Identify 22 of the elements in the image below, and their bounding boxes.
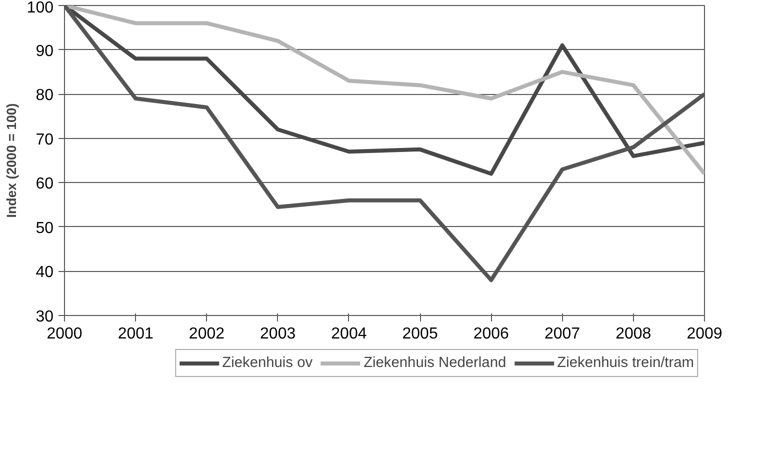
x-tick-label: 2006 <box>473 326 510 342</box>
x-tick-label: 2001 <box>118 326 154 342</box>
x-tick-label: 2009 <box>686 326 722 342</box>
x-tick-label: 2002 <box>188 326 225 342</box>
y-tick-label: 50 <box>36 220 54 237</box>
y-axis-title: Index (2000 = 100) <box>4 103 19 218</box>
x-tick-label: 2007 <box>544 326 580 342</box>
x-tick-label: 2000 <box>46 326 82 342</box>
x-tick-label: 2004 <box>331 326 367 342</box>
x-tick-label: 2003 <box>260 326 296 342</box>
y-tick-label: 60 <box>36 176 54 193</box>
x-tick-label: 2005 <box>402 326 438 342</box>
y-tick-label: 90 <box>36 42 54 60</box>
y-tick-label: 100 <box>26 0 54 16</box>
legend-label: Ziekenhuis Nederland <box>364 355 506 371</box>
y-tick-label: 70 <box>36 131 54 148</box>
y-tick-label: 80 <box>36 87 54 104</box>
x-tick-label: 2008 <box>616 326 652 342</box>
y-tick-label: 40 <box>36 264 54 282</box>
legend-label: Ziekenhuis trein/tram <box>557 355 694 371</box>
legend-label: Ziekenhuis ov <box>222 355 313 371</box>
y-tick-label: 30 <box>36 308 54 326</box>
